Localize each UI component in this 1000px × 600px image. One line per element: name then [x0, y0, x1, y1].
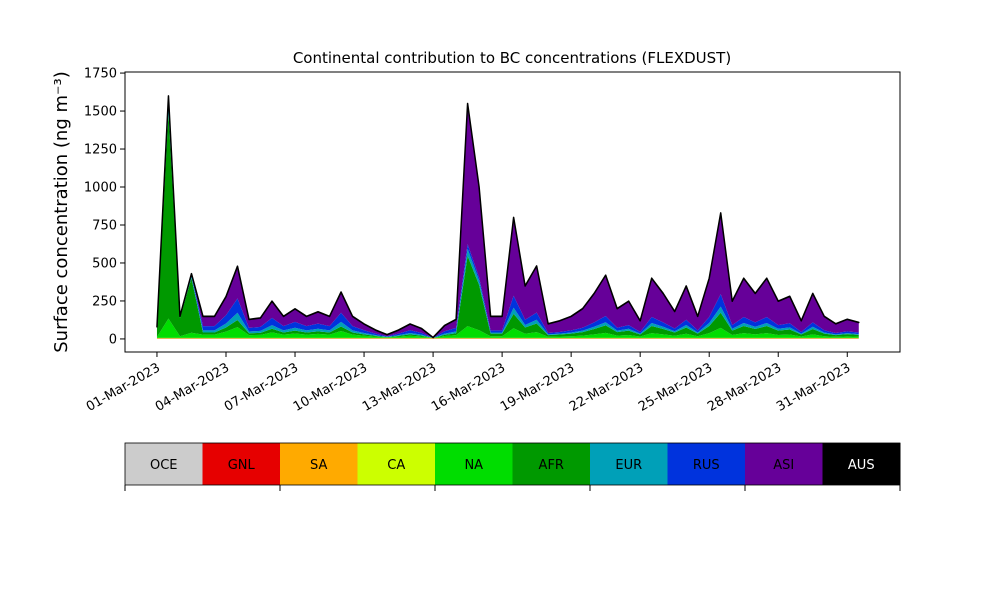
y-tick-label: 1750	[84, 67, 117, 82]
y-tick-label: 500	[92, 256, 117, 271]
legend-label: NA	[464, 458, 483, 473]
legend-swatch	[822, 443, 901, 485]
y-tick-label: 1000	[84, 181, 117, 196]
x-tick-label: 04-Mar-2023	[153, 360, 232, 414]
legend-swatch	[745, 443, 823, 485]
x-tick-label: 25-Mar-2023	[636, 360, 715, 414]
area	[156, 318, 859, 338]
plot-area	[156, 95, 860, 339]
legend-label: CA	[387, 458, 405, 473]
legend-label: GNL	[228, 458, 256, 473]
legend-swatch	[512, 443, 591, 485]
legend-swatch	[435, 443, 513, 485]
legend-swatch	[125, 443, 203, 485]
legend-label: RUS	[693, 458, 720, 473]
area	[156, 96, 859, 338]
legend-swatch	[280, 443, 358, 485]
x-tick-label: 31-Mar-2023	[774, 360, 853, 414]
chart-title: Continental contribution to BC concentra…	[293, 49, 731, 67]
x-tick-label: 28-Mar-2023	[705, 360, 784, 414]
area	[156, 96, 859, 338]
y-tick-label: 250	[92, 294, 117, 309]
area	[156, 95, 860, 339]
x-tick-label: 19-Mar-2023	[498, 360, 577, 414]
legend-label: OCE	[150, 458, 178, 473]
legend-swatch	[202, 443, 281, 485]
y-tick-label: 0	[109, 332, 117, 347]
y-axis-label: Surface concentration (ng m⁻³)	[51, 71, 72, 353]
x-tick-label: 22-Mar-2023	[567, 360, 646, 414]
x-tick-label: 01-Mar-2023	[84, 360, 163, 414]
legend: OCE GNL SA CA NA AFR EUR RUS ASI AUS	[124, 442, 901, 486]
legend-swatch	[667, 443, 746, 485]
legend-label: ASI	[773, 458, 794, 473]
legend-label: AFR	[539, 458, 564, 473]
x-tick-label: 10-Mar-2023	[291, 360, 370, 414]
y-tick-label: 750	[92, 218, 117, 233]
x-tick-label: 16-Mar-2023	[429, 360, 508, 414]
legend-frame	[124, 442, 901, 486]
legend-swatch	[590, 443, 668, 485]
y-tick-label: 1250	[84, 143, 117, 158]
legend-label: SA	[310, 458, 327, 473]
legend-label: AUS	[848, 458, 875, 473]
legend-ticks	[124, 485, 901, 491]
x-tick-label: 07-Mar-2023	[222, 360, 301, 414]
y-tick-label: 1500	[84, 105, 117, 120]
legend-label: EUR	[615, 458, 642, 473]
legend-swatch	[357, 443, 436, 485]
plot-frame	[124, 71, 901, 353]
x-tick-label: 13-Mar-2023	[360, 360, 439, 414]
